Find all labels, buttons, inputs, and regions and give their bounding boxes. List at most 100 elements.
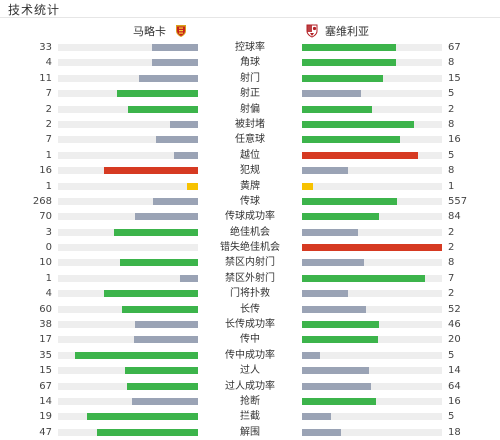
stat-label: 禁区外射门 (225, 272, 275, 284)
home-bar-track (58, 167, 198, 175)
stat-label: 绝佳机会 (230, 226, 270, 238)
away-bar (302, 167, 349, 175)
home-value: 17 (39, 334, 52, 346)
away-bar (302, 336, 378, 344)
home-bar-track (58, 90, 198, 98)
away-bar (302, 136, 400, 144)
away-bar-track (302, 321, 442, 329)
home-value: 38 (39, 319, 52, 331)
home-value: 7 (45, 88, 52, 100)
stat-row: 0 错失绝佳机会 2 (0, 240, 500, 255)
mallorca-crest-icon (176, 25, 186, 37)
home-bar-track (58, 290, 198, 298)
away-bar-track (302, 167, 442, 175)
header-divider (0, 17, 500, 18)
away-bar (302, 274, 426, 282)
home-bar (116, 90, 198, 98)
home-value: 67 (39, 380, 52, 392)
home-bar-track (58, 59, 198, 67)
home-bar (186, 182, 198, 190)
home-bar-track (58, 321, 198, 329)
away-value: 2 (448, 288, 455, 300)
home-value: 4 (45, 57, 52, 69)
home-bar (179, 274, 198, 282)
away-bar (302, 321, 379, 329)
home-value: 14 (39, 395, 52, 407)
home-value: 33 (39, 42, 52, 53)
stat-label: 射正 (240, 88, 260, 100)
stat-row: 268 传球 557 (0, 194, 500, 209)
home-value: 1 (45, 180, 52, 192)
home-bar-track (58, 197, 198, 205)
home-bar (135, 213, 198, 221)
home-bar (114, 228, 198, 236)
home-bar-track (58, 259, 198, 267)
stat-row: 2 被封堵 8 (0, 117, 500, 132)
stat-label: 控球率 (235, 42, 265, 53)
stat-label: 过人成功率 (225, 380, 275, 392)
stats-list: 33 控球率 67 4 角球 8 11 射门 15 7 射正 5 2 射偏 2 2 被封堵 8 7 任意球 16 1 越位 5… (0, 40, 500, 440)
home-bar (174, 151, 198, 159)
stat-label: 任意球 (235, 134, 265, 146)
stat-label: 传球成功率 (225, 211, 275, 223)
home-bar (151, 44, 198, 51)
home-bar-track (58, 413, 198, 421)
away-bar-track (302, 151, 442, 159)
away-bar-track (302, 290, 442, 298)
stat-row: 2 射偏 2 (0, 102, 500, 117)
away-value: 8 (448, 57, 455, 69)
home-bar (151, 59, 198, 67)
away-value: 8 (448, 165, 455, 177)
away-value: 18 (448, 426, 461, 438)
stat-label: 射门 (240, 72, 260, 84)
home-bar-track (58, 336, 198, 344)
stat-row: 19 拦截 5 (0, 409, 500, 424)
away-value: 5 (448, 149, 455, 161)
home-bar-track (58, 382, 198, 390)
stat-label: 禁区内射门 (225, 257, 275, 269)
away-value: 7 (448, 272, 455, 284)
away-bar (302, 151, 419, 159)
away-bar (302, 290, 349, 298)
home-bar-track (58, 397, 198, 405)
home-value: 0 (45, 242, 52, 254)
stat-row: 38 长传成功率 46 (0, 317, 500, 332)
stat-row: 7 任意球 16 (0, 132, 500, 147)
away-bar (302, 197, 398, 205)
stat-row: 3 绝佳机会 2 (0, 225, 500, 240)
stat-row: 11 射门 15 (0, 71, 500, 86)
away-bar (302, 182, 314, 190)
away-value: 67 (448, 42, 461, 53)
home-value: 15 (39, 365, 52, 377)
away-value: 46 (448, 319, 461, 331)
home-value: 7 (45, 134, 52, 146)
away-bar (302, 244, 442, 252)
home-bar-track (58, 428, 198, 436)
stat-row: 33 控球率 67 (0, 40, 500, 55)
stat-label: 门将扑救 (230, 288, 270, 300)
away-value: 52 (448, 303, 461, 315)
away-bar-track (302, 351, 442, 359)
home-value: 3 (45, 226, 52, 238)
home-bar (135, 321, 198, 329)
stat-row: 14 抢断 16 (0, 394, 500, 409)
away-bar (302, 413, 332, 421)
home-bar (125, 367, 198, 375)
home-bar-track (58, 44, 198, 51)
away-value: 5 (448, 411, 455, 423)
away-bar-track (302, 397, 442, 405)
home-value: 1 (45, 272, 52, 284)
sevilla-crest-icon (306, 24, 318, 38)
home-team-header: 马略卡 (133, 22, 188, 40)
away-value: 2 (448, 226, 455, 238)
away-value: 14 (448, 365, 461, 377)
home-bar-track (58, 105, 198, 113)
away-value: 8 (448, 257, 455, 269)
home-bar-track (58, 274, 198, 282)
stat-row: 4 门将扑救 2 (0, 286, 500, 301)
away-value: 16 (448, 395, 461, 407)
stat-row: 4 角球 8 (0, 55, 500, 70)
away-value: 64 (448, 380, 461, 392)
home-bar-track (58, 228, 198, 236)
away-bar-track (302, 182, 442, 190)
